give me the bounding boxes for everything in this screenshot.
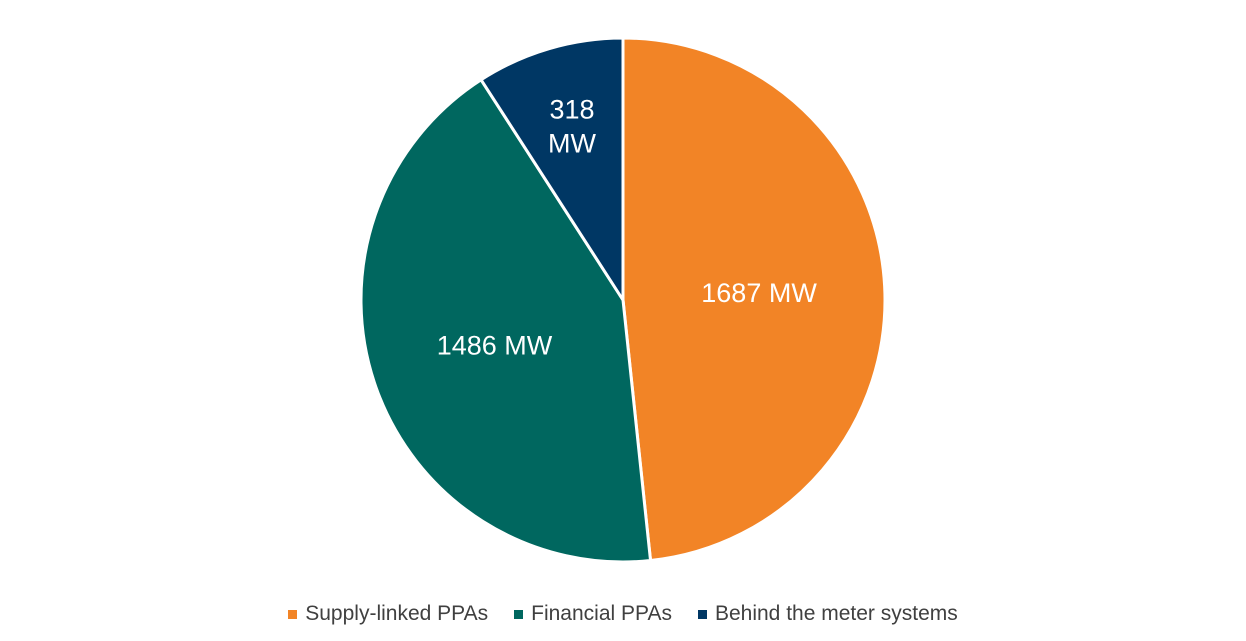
- legend-label: Financial PPAs: [531, 602, 672, 625]
- pie-slice-label-line: 1486 MW: [437, 330, 553, 360]
- pie-slice-label: 318 MW: [548, 95, 596, 159]
- pie-slices: [359, 36, 887, 564]
- legend-swatch: [288, 609, 298, 619]
- pie-slice-behind-the-meter-systems: [479, 36, 625, 302]
- pie-slice-supply-linked-ppas: [621, 36, 887, 563]
- legend-item-financial-ppas: Financial PPAs: [514, 602, 672, 626]
- pie-slice-label-line: 318: [549, 95, 594, 125]
- legend-label: Supply-linked PPAs: [305, 602, 489, 625]
- legend-item-supply-linked-ppas: Supply-linked PPAs: [288, 602, 488, 626]
- pie-slice-label: 1486 MW: [437, 330, 553, 360]
- legend-item-behind-the-meter-systems: Behind the meter systems: [697, 602, 958, 626]
- legend-swatch: [697, 609, 707, 619]
- pie-slice-label-line: 1687 MW: [701, 278, 817, 308]
- pie-labels: 1687 MW 1486 MW 318 MW: [437, 95, 818, 361]
- legend-label: Behind the meter systems: [714, 602, 958, 625]
- pie-slice-financial-ppas: [359, 78, 653, 564]
- pie-slice-label: 1687 MW: [701, 278, 817, 308]
- pie-slice-label-line: MW: [548, 129, 596, 159]
- legend: Supply-linked PPAs Financial PPAs Behind…: [0, 598, 1246, 630]
- legend-swatch: [514, 609, 524, 619]
